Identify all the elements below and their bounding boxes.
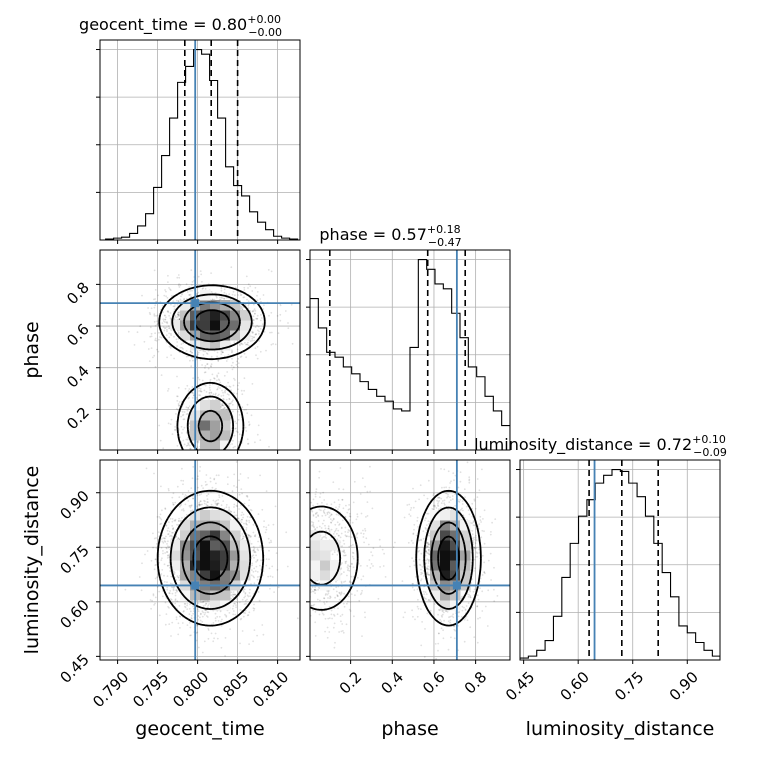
panel-title-geocent_time: geocent_time = 0.80+0.00 [79,13,281,35]
joint-geocent_time-vs-phase-frame [99,249,301,451]
histogram-phase: phase = 0.57+0.18−0.47 [306,223,511,454]
histogram-geocent_time-frame [99,39,301,241]
xtick-label-geocent_time-2: 0.800 [169,668,212,711]
ytick-label-luminosity_distance-1: 0.60 [56,596,92,632]
joint-phase-vs-luminosity_distance-inner [310,460,510,660]
histogram-geocent_time-inner [105,40,299,240]
histogram-phase-steps [310,258,510,450]
panel-title-phase-value: phase = 0.57 [319,225,426,244]
xtick-label-geocent_time-1: 0.795 [129,668,172,711]
joint-phase-vs-luminosity_distance-contour-3 [437,535,460,581]
xtick-label-luminosity_distance-1: 0.60 [557,668,593,704]
histogram-geocent_time-steps [105,48,299,240]
histogram-luminosity_distance-background [520,460,720,660]
joint-phase-vs-luminosity_distance-background [310,460,510,660]
joint-phase-vs-luminosity_distance-contours [310,489,482,627]
ytick-label-phase-3: 0.8 [63,278,93,308]
xtick-label-phase-3: 0.8 [461,668,491,698]
joint-geocent_time-vs-luminosity_distance-frame [99,459,301,661]
joint-geocent_time-vs-luminosity_distance [96,459,301,664]
joint-geocent_time-vs-phase-contour-3 [194,309,230,335]
histogram-luminosity_distance-frame [519,459,721,661]
panel-title-luminosity_distance-upper: +0.10 [692,433,726,446]
yaxis-label-luminosity_distance: luminosity_distance [21,466,43,655]
xtick-label-phase-2: 0.6 [419,668,449,698]
panel-title-luminosity_distance: luminosity_distance = 0.72+0.10 [474,433,726,455]
panel-title-luminosity_distance-value: luminosity_distance = 0.72 [474,435,692,455]
ytick-label-luminosity_distance-3: 0.90 [56,487,92,523]
ytick-label-luminosity_distance-0: 0.45 [56,650,92,686]
ytick-label-phase-0: 0.2 [63,403,93,433]
panel-title-geocent_time-value: geocent_time = 0.80 [79,15,247,35]
joint-geocent_time-vs-luminosity_distance-inner [100,460,300,660]
joint-geocent_time-vs-phase-contour-2 [183,301,241,443]
joint-phase-vs-luminosity_distance-contour-0 [310,489,482,627]
ytick-label-phase-1: 0.4 [63,362,93,392]
joint-geocent_time-vs-luminosity_distance-contour-0 [156,489,265,627]
xtick-label-phase-1: 0.4 [377,668,407,698]
joint-geocent_time-vs-phase [96,249,301,454]
xtick-label-geocent_time-0: 0.790 [89,668,132,711]
histogram-phase-frame [309,249,511,451]
yaxis-label-phase: phase [21,321,43,378]
xtick-label-luminosity_distance-2: 0.75 [611,668,647,704]
xtick-label-geocent_time-3: 0.805 [209,668,252,711]
xtick-label-luminosity_distance-3: 0.90 [666,668,702,704]
xaxis-label-geocent_time: geocent_time [135,718,264,740]
xaxis-label-phase: phase [381,718,438,740]
joint-geocent_time-vs-phase-inner [100,250,300,450]
joint-phase-vs-luminosity_distance-frame [309,459,511,661]
joint-geocent_time-vs-luminosity_distance-truth-marker [191,581,200,590]
ytick-label-luminosity_distance-2: 0.75 [56,541,92,577]
joint-geocent_time-vs-luminosity_distance-contours [156,489,265,627]
panel-title-luminosity_distance-lower: −0.09 [693,446,727,459]
joint-phase-vs-luminosity_distance-truth-marker [452,581,461,590]
joint-geocent_time-vs-luminosity_distance-contour-1 [169,506,252,610]
histogram-phase-inner [310,250,510,450]
histogram-luminosity_distance-inner [520,460,720,660]
histogram-luminosity_distance-steps [520,468,720,660]
ytick-label-phase-2: 0.6 [63,320,93,350]
panel-title-phase-lower: −0.47 [428,236,462,249]
joint-geocent_time-vs-phase-truth-marker [191,299,200,308]
joint-phase-vs-luminosity_distance [306,459,511,664]
panel-title-geocent_time-lower: −0.00 [248,26,282,39]
xtick-label-phase-0: 0.2 [336,668,366,698]
histogram-geocent_time: geocent_time = 0.80+0.00−0.00 [79,13,301,244]
xaxis-label-luminosity_distance: luminosity_distance [526,718,715,740]
histogram-luminosity_distance: luminosity_distance = 0.72+0.10−0.09 [474,433,727,664]
xtick-label-luminosity_distance-0: 0.45 [502,668,538,704]
panel-title-phase: phase = 0.57+0.18 [319,223,460,244]
panel-title-geocent_time-upper: +0.00 [247,13,281,26]
panel-title-phase-upper: +0.18 [427,223,461,236]
xtick-label-geocent_time-4: 0.810 [249,668,292,711]
joint-phase-vs-luminosity_distance-contour-1 [310,506,474,610]
histogram-geocent_time-background [100,40,300,240]
